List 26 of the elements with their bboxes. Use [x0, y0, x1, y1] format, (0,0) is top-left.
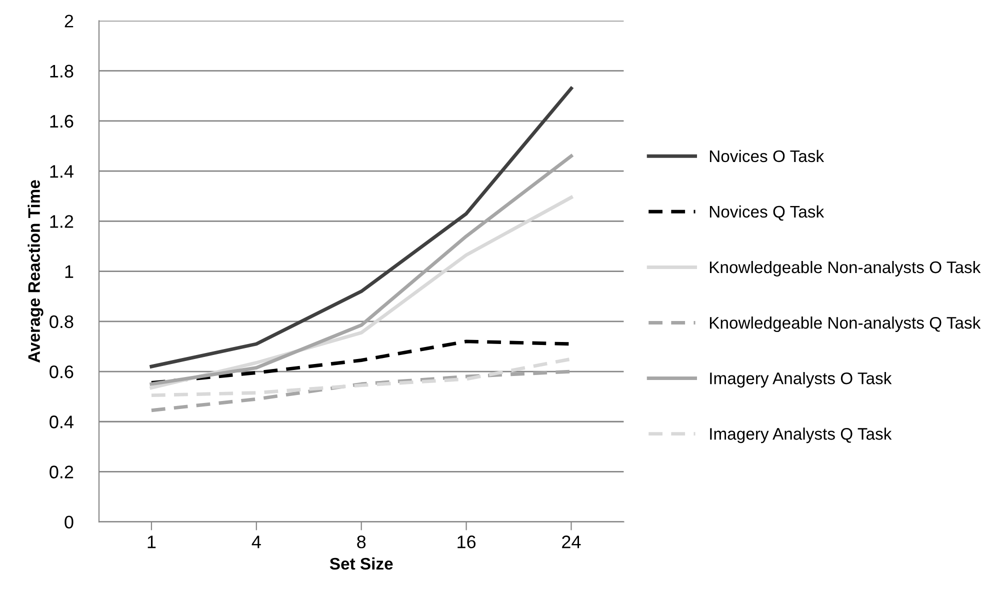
legend-label: Novices O Task	[710, 150, 824, 162]
y-tick-label: 0.8	[50, 315, 74, 328]
y-tick-label: 0.2	[50, 466, 74, 478]
y-tick-label: 1.2	[50, 215, 74, 228]
legend-label: Imagery Analysts O Task	[710, 372, 892, 388]
y-tick-label: 2	[64, 14, 74, 28]
y-tick-label: 0.4	[50, 416, 74, 428]
y-tick-label: 1.6	[50, 114, 74, 128]
x-axis-title: Set Size	[330, 557, 393, 570]
y-tick-label: 1	[65, 265, 74, 278]
line-series	[150, 86, 573, 368]
x-tick-label: 24	[562, 536, 581, 548]
x-tick-label: 8	[357, 536, 366, 548]
x-tick-label: 1	[148, 536, 156, 548]
legend-label: Novices Q Task	[710, 205, 824, 221]
legend-label: Knowledgeable Non-analysts O Task	[710, 260, 981, 276]
y-tick-label: 1.8	[50, 64, 74, 78]
line-series	[150, 154, 573, 386]
y-tick-label: 1.4	[50, 165, 74, 178]
y-axis-title: Average Reaction Time	[28, 180, 44, 363]
x-tick-label: 16	[458, 536, 476, 548]
y-tick-label: 0	[64, 516, 74, 529]
legend-label: Knowledgeable Non-analysts Q Task	[710, 316, 981, 332]
x-tick-label: 4	[252, 536, 261, 548]
legend-label: Imagery Analysts Q Task	[710, 428, 892, 444]
y-tick-label: 0.6	[50, 365, 74, 378]
